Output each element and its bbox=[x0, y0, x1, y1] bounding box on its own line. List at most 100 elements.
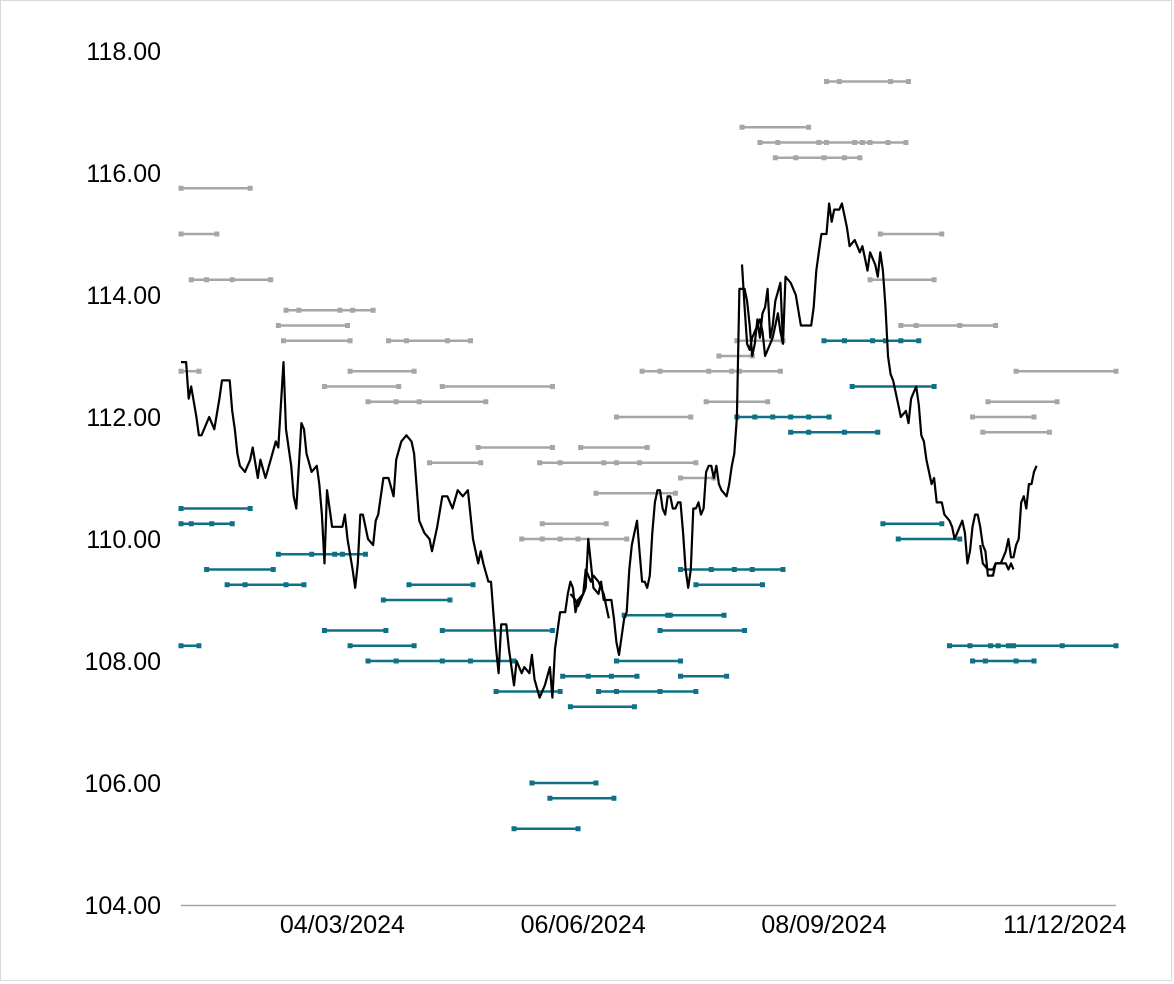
range-bar-marker bbox=[470, 582, 476, 588]
range-bar bbox=[365, 658, 517, 664]
range-bar-marker bbox=[370, 307, 376, 313]
y-tick-label: 116.00 bbox=[86, 160, 161, 188]
range-bar-marker bbox=[931, 384, 937, 389]
range-bar-marker bbox=[447, 597, 453, 603]
range-bar-marker bbox=[188, 277, 194, 283]
range-bar-marker bbox=[268, 277, 274, 283]
range-bar bbox=[821, 338, 922, 344]
range-bar-marker bbox=[657, 628, 663, 633]
range-bar-marker bbox=[667, 612, 673, 618]
range-bar-marker bbox=[393, 658, 399, 664]
range-bar-marker bbox=[644, 445, 650, 450]
range-bar-marker bbox=[396, 384, 402, 389]
range-bar bbox=[849, 384, 937, 389]
range-bar bbox=[678, 673, 730, 679]
range-bar-marker bbox=[321, 384, 327, 389]
range-bar-marker bbox=[806, 429, 812, 435]
range-bar bbox=[898, 323, 999, 328]
range-bar bbox=[877, 231, 945, 237]
range-bar-marker bbox=[383, 628, 389, 633]
range-bar-marker bbox=[875, 429, 881, 435]
range-bar-marker bbox=[467, 658, 473, 664]
range-bar-marker bbox=[775, 140, 781, 145]
range-bar bbox=[639, 368, 783, 374]
range-bar-marker bbox=[178, 643, 184, 649]
range-bar bbox=[539, 521, 609, 527]
range-bar-marker bbox=[196, 643, 202, 649]
range-bar-marker bbox=[347, 643, 353, 649]
range-bar-marker bbox=[824, 79, 830, 84]
range-bar-marker bbox=[247, 185, 253, 191]
range-bar bbox=[280, 338, 353, 344]
range-bar-marker bbox=[283, 307, 289, 313]
range-bar-marker bbox=[557, 536, 563, 542]
range-bars-layer bbox=[178, 79, 1119, 832]
range-bar-marker bbox=[898, 323, 904, 328]
range-bar-marker bbox=[1013, 658, 1019, 664]
range-bar-marker bbox=[731, 567, 737, 572]
range-bar bbox=[275, 551, 368, 557]
range-bar-marker bbox=[637, 460, 643, 466]
y-tick-label: 108.00 bbox=[85, 648, 161, 676]
range-bar-marker bbox=[209, 521, 215, 527]
range-bar-marker bbox=[1046, 429, 1052, 435]
range-bar-marker bbox=[859, 140, 865, 145]
range-bar-marker bbox=[1059, 643, 1065, 649]
range-bar-marker bbox=[770, 414, 776, 420]
range-bar bbox=[224, 582, 307, 588]
range-bar-marker bbox=[365, 658, 371, 664]
range-bar-marker bbox=[739, 124, 745, 130]
range-bar-marker bbox=[706, 368, 712, 374]
x-tick-label: 11/12/2024 bbox=[1003, 911, 1126, 939]
range-bar-marker bbox=[483, 399, 489, 405]
range-bar-marker bbox=[672, 490, 678, 496]
range-bar-marker bbox=[1031, 414, 1037, 420]
x-tick-label: 08/09/2024 bbox=[761, 911, 886, 939]
range-bar-marker bbox=[493, 689, 499, 694]
range-bar-marker bbox=[1011, 643, 1017, 649]
range-bar-marker bbox=[301, 582, 307, 588]
range-bar bbox=[365, 399, 489, 405]
range-bar bbox=[970, 414, 1037, 420]
range-bar-marker bbox=[511, 826, 517, 832]
range-bar-marker bbox=[657, 368, 663, 374]
range-bar-marker bbox=[406, 582, 412, 588]
range-bar-marker bbox=[888, 79, 894, 84]
range-bar bbox=[980, 429, 1052, 435]
range-bar-marker bbox=[362, 551, 368, 557]
range-bar-marker bbox=[841, 338, 847, 344]
range-bar-marker bbox=[788, 414, 794, 420]
range-bar-marker bbox=[993, 323, 999, 328]
y-tick-label: 112.00 bbox=[86, 404, 161, 432]
range-bar-marker bbox=[765, 399, 771, 405]
range-bar-marker bbox=[214, 231, 220, 237]
range-bar bbox=[734, 338, 786, 344]
range-bar-marker bbox=[678, 673, 684, 679]
range-bar-marker bbox=[806, 414, 812, 420]
range-bar-marker bbox=[980, 429, 986, 435]
range-bar-marker bbox=[575, 826, 581, 832]
range-bar-marker bbox=[593, 490, 599, 496]
range-bar bbox=[439, 628, 555, 633]
range-bar-marker bbox=[957, 323, 963, 328]
range-bar-marker bbox=[475, 445, 481, 450]
range-bar bbox=[493, 689, 563, 694]
range-bar-marker bbox=[613, 460, 619, 466]
range-bar-marker bbox=[547, 795, 553, 801]
range-bar-marker bbox=[867, 140, 873, 145]
range-bar-marker bbox=[578, 445, 584, 450]
range-bar-marker bbox=[229, 277, 235, 283]
range-bar-marker bbox=[734, 338, 740, 344]
range-bar-marker bbox=[275, 551, 281, 557]
range-bar bbox=[1013, 368, 1119, 374]
range-bar-marker bbox=[721, 612, 727, 618]
range-bar-marker bbox=[729, 368, 735, 374]
range-bar bbox=[321, 628, 389, 633]
range-bar-marker bbox=[411, 368, 417, 374]
range-bar-marker bbox=[665, 612, 671, 618]
range-bar-marker bbox=[877, 231, 883, 237]
range-bar-marker bbox=[970, 414, 976, 420]
range-bar-marker bbox=[613, 658, 619, 664]
